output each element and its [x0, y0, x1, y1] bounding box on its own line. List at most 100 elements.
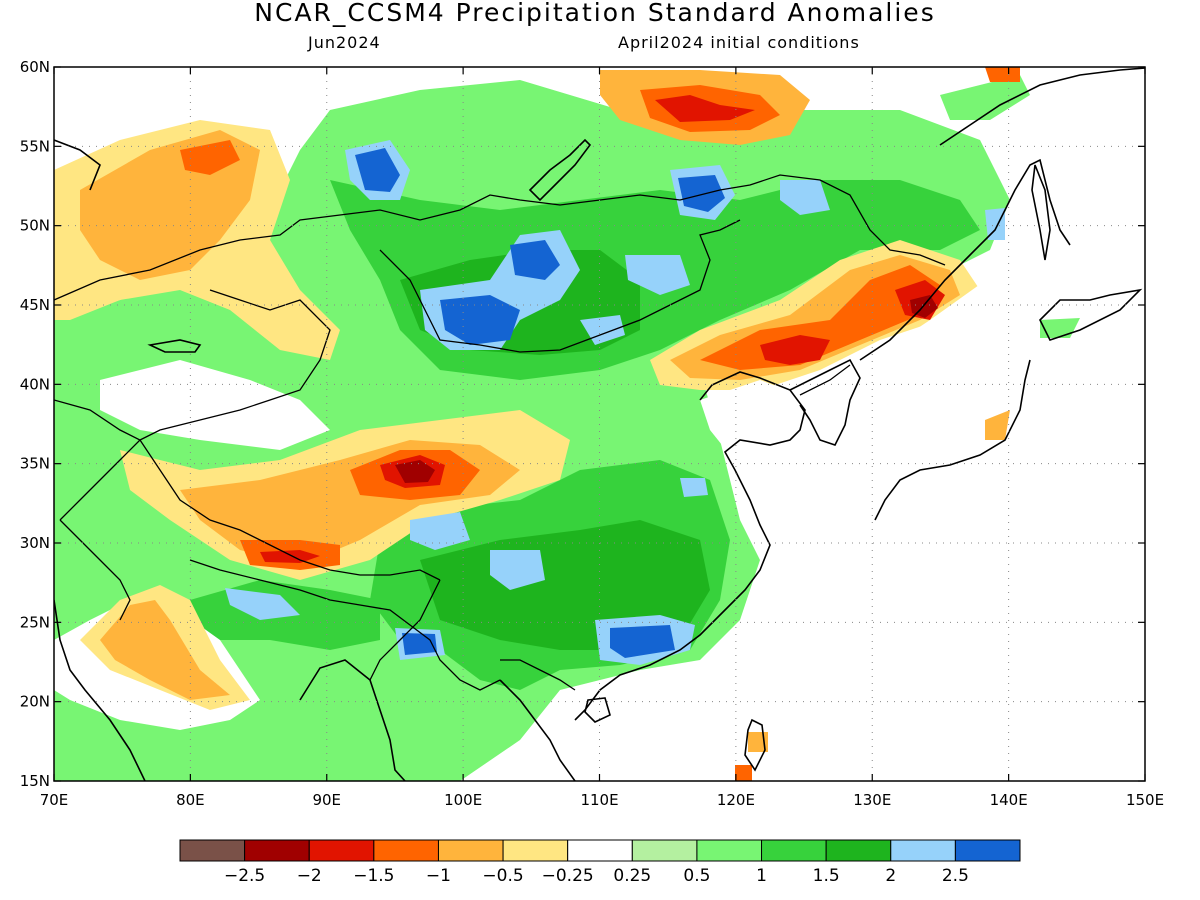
chart-title: NCAR_CCSM4 Precipitation Standard Anomal… [254, 0, 936, 27]
colorbar-label: −0.5 [482, 866, 523, 886]
lon-label: 150E [1126, 791, 1164, 809]
coastline-bay-of-bengal [299, 659, 406, 781]
border-pakistan [59, 519, 131, 621]
dry-anomaly-siberia-peak [655, 95, 755, 122]
colorbar-swatch [825, 839, 892, 862]
lat-label: 40N [20, 375, 50, 393]
latitude-labels: 60N 55N 50N 45N 40N 35N 30N 25N 20N 15N [20, 58, 50, 790]
colorbar-label: 2.5 [942, 866, 969, 886]
dry-anomaly-tibet-max [395, 460, 435, 483]
map-field [54, 67, 1145, 781]
colorbar-label: 1 [756, 866, 767, 886]
wet-core-baikal-blue [678, 175, 725, 212]
lon-label: 70E [40, 791, 69, 809]
axis-ticks [53, 66, 1146, 782]
coastline-russia-east [859, 158, 1071, 361]
coastlines [54, 67, 1145, 781]
wet-core-sichuan-light-blue [410, 512, 470, 550]
colorbar-label: −2 [297, 866, 322, 886]
lon-label: 80E [176, 791, 205, 809]
lake-balkhash [147, 339, 202, 353]
wet-core-sayan-blue [355, 148, 400, 192]
colorbar-swatch [373, 839, 439, 862]
coastline-japan-honshu [874, 359, 1031, 521]
lon-label: 90E [312, 791, 341, 809]
wet-core-mongolia-west-blue [440, 295, 520, 345]
lat-label: 60N [20, 58, 50, 76]
wet-core-sakhalin-light-blue [985, 208, 1005, 240]
dry-anomaly-taiwan-south [735, 765, 752, 781]
forecast-month: Jun2024 [308, 33, 381, 52]
colorbar-label: 2 [885, 866, 896, 886]
colorbar-swatch [308, 839, 375, 862]
colorbar-label: 1.5 [813, 866, 840, 886]
dry-anomaly-okhotsk [985, 67, 1020, 82]
ocean-pacific [740, 290, 1145, 781]
coastline-indochina [499, 679, 576, 781]
wet-core-bhutan-light-blue [225, 588, 300, 620]
near-zero-central-asia [100, 360, 330, 450]
wet-core-guangdong-blue [610, 625, 675, 658]
colorbar-swatch [631, 839, 698, 862]
lon-label: 120E [717, 791, 755, 809]
lat-label: 45N [20, 296, 50, 314]
lat-label: 15N [20, 772, 50, 790]
coastline-okhotsk [939, 67, 1145, 146]
border-nk-china [799, 364, 851, 396]
wet-anomaly-okhotsk [940, 75, 1030, 120]
country-borders [54, 174, 946, 691]
border-china-india [139, 439, 441, 581]
dry-anomaly-nepal-core [260, 550, 320, 563]
border-china-kazakhstan [139, 289, 331, 441]
caspian-aral-edge [54, 139, 101, 191]
colorbar-swatch [502, 839, 569, 862]
colorbar-swatch [890, 839, 956, 862]
dry-anomaly-kazakh-north [180, 140, 240, 175]
colorbar-swatch [761, 839, 827, 862]
coastline-japan-hokkaido [1039, 288, 1143, 341]
lat-label: 30N [20, 534, 50, 552]
longitude-labels: 70E 80E 90E 100E 110E 120E 130E 140E 150E [40, 791, 1164, 809]
dry-anomaly-japan [985, 410, 1010, 440]
coastline-hainan [584, 697, 611, 723]
colorbar-label: 0.25 [613, 866, 651, 886]
initial-conditions: April2024 initial conditions [618, 33, 860, 52]
border-russia-mongolia-china [54, 174, 946, 301]
coastline-india-west [54, 599, 146, 781]
dry-anomaly-india-strong [100, 600, 230, 700]
coastline-sakhalin [1031, 164, 1051, 261]
lon-label: 100E [444, 791, 482, 809]
colorbar-label: 0.5 [683, 866, 710, 886]
dry-anomaly-manchuria-core [700, 265, 940, 370]
coastline-taiwan [744, 718, 766, 772]
colorbar-labels: −2.5 −2 −1.5 −1 −0.5 −0.25 0.25 0.5 1 1.5 2 2.5 [224, 866, 969, 886]
lake-baikal [528, 138, 592, 202]
colorbar-swatch [179, 839, 246, 862]
lat-label: 35N [20, 455, 50, 473]
colorbar-swatch [244, 839, 310, 862]
lon-label: 110E [580, 791, 618, 809]
dry-anomaly-korea-peak [760, 335, 830, 365]
colorbar-swatch [437, 839, 504, 862]
wet-core-mongolia-north-blue [510, 240, 560, 280]
colorbar-swatch [954, 839, 1021, 862]
lon-label: 140E [990, 791, 1028, 809]
lat-label: 25N [20, 613, 50, 631]
lat-label: 20N [20, 693, 50, 711]
colorbar [179, 839, 1021, 862]
colorbar-label: −2.5 [224, 866, 265, 886]
lon-label: 130E [853, 791, 891, 809]
coastline-korea [789, 358, 861, 446]
border-himalaya-south [189, 559, 501, 691]
lat-label: 50N [20, 217, 50, 235]
wet-core-anhui-light-blue [680, 478, 708, 497]
border-mongolia-china [379, 219, 741, 353]
border-vietnam-laos [500, 659, 576, 691]
wet-core-inner-mongolia-light-blue [625, 255, 690, 295]
ocean-yellow-sea [700, 380, 800, 470]
border-myanmar [369, 579, 441, 681]
colorbar-swatch [567, 839, 633, 862]
colorbar-swatch [696, 839, 763, 862]
wet-core-amur-light-blue [780, 180, 830, 215]
colorbar-label: −0.25 [542, 866, 594, 886]
